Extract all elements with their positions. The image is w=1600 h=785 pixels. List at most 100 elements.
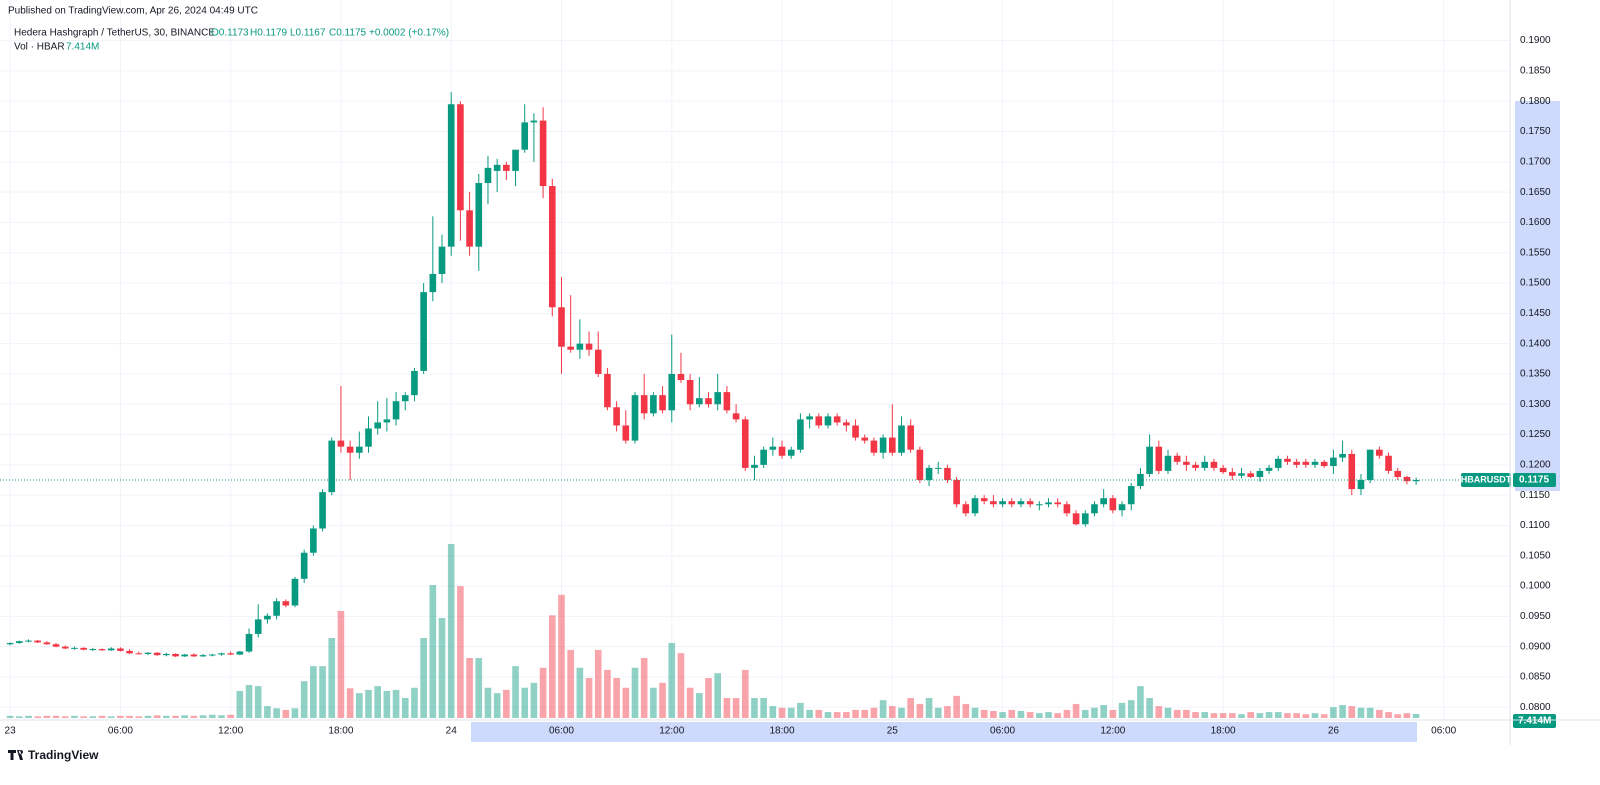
candle-body [732,413,740,420]
volume-tag: 7.414M [1518,716,1551,727]
candle-body [1274,458,1282,468]
volume-bar [254,686,262,718]
x-tick-label: 12:00 [659,726,684,737]
candle-body [741,419,749,468]
candle-body [117,648,124,651]
volume-bar [1036,713,1043,718]
volume-bar [319,666,326,718]
x-tick-label: 18:00 [770,726,795,737]
candle-body [25,640,32,642]
candle-body [530,120,538,123]
volume-bar [916,703,924,718]
candle-body [236,651,244,655]
volume-bar [126,715,133,718]
candle-body [310,528,317,553]
candle-body [1036,504,1043,506]
volume-bar [999,712,1006,718]
volume-bar [971,707,979,718]
volume-bar [879,700,887,718]
volume-bar [273,708,280,718]
volume-bar [245,685,253,718]
y-tick-label: 0.1400 [1520,338,1551,349]
symbol-title: Hedera Hashgraph / TetherUS, 30, BINANCE [14,28,215,39]
volume-bar [310,666,317,718]
volume-bar [190,715,198,718]
volume-bar [521,687,529,718]
candle-body [833,416,841,423]
volume-bar [1081,709,1089,718]
volume-bar [990,710,997,718]
candle-body [585,343,593,350]
volume-bar [760,698,767,718]
volume-bar [815,709,823,718]
ohlc-open: O0.1173 [211,28,249,39]
volume-bar [181,715,189,718]
x-tick-label: 06:00 [549,726,574,737]
candle-body [576,343,584,350]
volume-bar [1385,712,1392,718]
grid [0,0,1510,720]
volume-bar [512,666,519,718]
volume-bar [833,712,841,718]
candle-body [291,578,299,606]
volume-bar [934,707,942,718]
y-tick-label: 0.1850 [1520,66,1551,77]
volume-bar [25,715,32,718]
x-tick-label: 25 [887,726,899,737]
candle-body [227,653,234,655]
x-tick-label: 24 [446,726,458,737]
candle-body [1412,480,1420,482]
candle-body [1247,473,1255,477]
volume-bar [1394,714,1402,718]
candle-body [696,398,703,405]
x-tick-label: 06:00 [1431,726,1456,737]
volume-bar [686,687,694,718]
candle-body [990,501,997,505]
volume-bar [503,689,510,718]
volume-bar [392,689,400,718]
candle-body [319,492,326,529]
volume-bar [696,693,703,718]
volume-bar [493,693,501,718]
volume-bar [117,715,124,718]
candle-body [163,653,170,656]
volume-bar [797,702,804,718]
candle-body [172,653,179,657]
x-tick-label: 23 [5,726,17,737]
candle-body [365,428,372,447]
volume-bar [1118,702,1126,718]
volume-bar [1127,700,1135,718]
volume-bar [888,706,896,718]
ohlc-change: +0.0002 (+0.17%) [369,28,449,39]
candle-body [401,395,409,402]
candle-body [475,183,483,247]
x-tick-label: 06:00 [990,726,1015,737]
x-tick-label: 06:00 [108,726,133,737]
volume-bar [650,687,657,718]
volume-bar [1155,706,1163,718]
candle-body [622,425,630,441]
volume-bar [89,716,97,718]
volume-bar [1357,707,1365,718]
volume-bar [1173,709,1181,718]
y-tick-label: 0.1250 [1520,429,1551,440]
candle-body [80,647,87,650]
x-tick-label: 26 [1328,726,1340,737]
volume-bar [356,693,363,718]
candle-body [815,416,823,426]
candle-body [356,446,363,453]
volume-bar [401,698,409,718]
candle-body [1155,446,1163,471]
y-tick-label: 0.1050 [1520,550,1551,561]
volume-bar [80,716,87,718]
y-tick-label: 0.1500 [1520,278,1551,289]
candle-body [1045,502,1052,505]
candle-body [760,449,767,465]
candle-body [61,646,69,649]
volume-bar [1238,714,1245,718]
candle-body [548,186,556,308]
y-tick-label: 0.1200 [1520,459,1551,470]
candle-body [1183,461,1190,465]
candle-body [1173,455,1181,462]
candle-body [723,392,731,411]
